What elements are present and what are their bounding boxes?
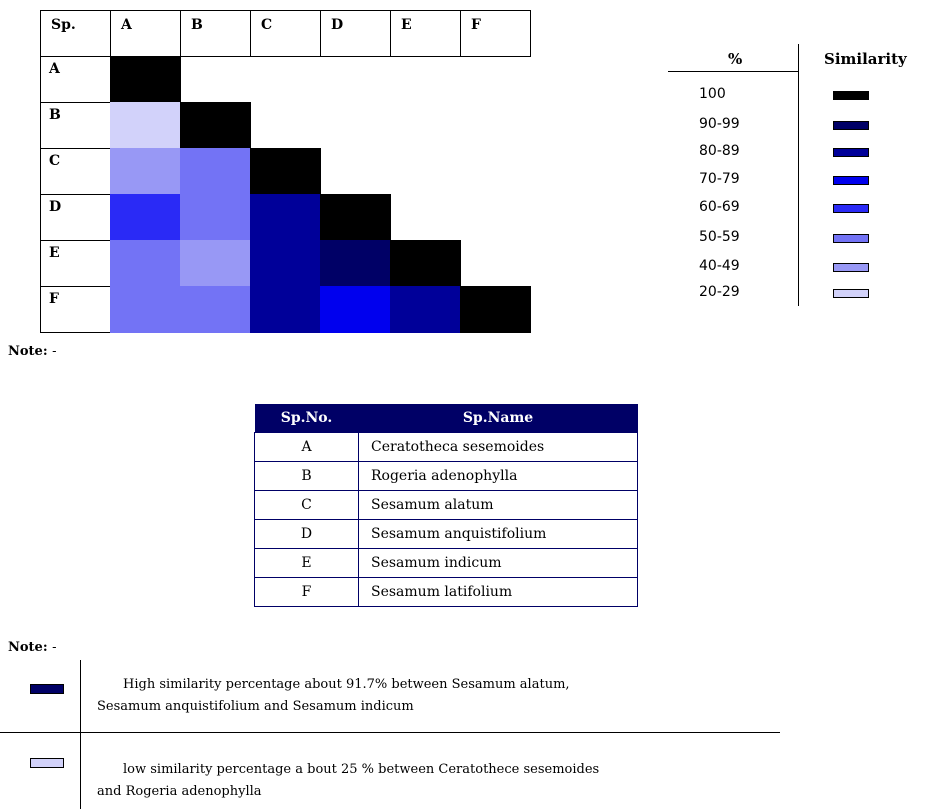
heatmap-cell-d-a — [110, 194, 181, 241]
note-label-2-dash: - — [52, 640, 57, 655]
heatmap-cell-f-c — [250, 286, 321, 333]
column-header-d: D — [320, 10, 391, 57]
legend-swatch — [833, 176, 869, 185]
column-header-c: C — [250, 10, 321, 57]
legend-divider — [798, 44, 799, 306]
legend-range-label: 90-99 — [699, 116, 740, 132]
legend-range-label: 20-29 — [699, 284, 740, 300]
heatmap-cell-f-e — [390, 286, 461, 333]
row-header-e: E — [40, 240, 111, 287]
species-code: E — [254, 548, 359, 578]
table-row: B Rogeria adenophylla — [254, 461, 638, 491]
legend-range-label: 40-49 — [699, 258, 740, 274]
legend-range-label: 50-59 — [699, 229, 740, 245]
low-similarity-line1: low similarity percentage a bout 25 % be… — [123, 762, 600, 777]
row-header-d: D — [40, 194, 111, 241]
low-similarity-line2: and Rogeria adenophylla — [97, 784, 262, 799]
heatmap-cell-e-d — [320, 240, 391, 287]
heatmap-cell-e-a — [110, 240, 181, 287]
species-code: F — [254, 577, 359, 607]
column-header-a: A — [110, 10, 181, 57]
heatmap-cell-d-c — [250, 194, 321, 241]
heatmap-cell-e-c — [250, 240, 321, 287]
note-label-2-text: Note: — [8, 640, 48, 655]
row-header-f: F — [40, 286, 111, 333]
species-code: A — [254, 432, 359, 462]
species-header-name: Sp.Name — [358, 404, 638, 433]
heatmap-cell-a-a — [110, 56, 181, 103]
heatmap-cell-e-e — [390, 240, 461, 287]
species-name: Sesamum indicum — [358, 548, 638, 578]
legend-swatch — [833, 263, 869, 272]
column-header-b: B — [180, 10, 251, 57]
heatmap-cell-f-b — [180, 286, 251, 333]
legend-range-label: 80-89 — [699, 143, 740, 159]
column-header-f: F — [460, 10, 531, 57]
species-code: D — [254, 519, 359, 549]
high-similarity-swatch — [30, 684, 64, 694]
column-header-e: E — [390, 10, 461, 57]
high-similarity-line1: High similarity percentage about 91.7% b… — [123, 677, 570, 692]
table-row: D Sesamum anquistifolium — [254, 519, 638, 549]
note-label-1-text: Note: — [8, 344, 48, 359]
legend-range-label: 60-69 — [699, 199, 740, 215]
species-table: Sp.No. Sp.Name A Ceratotheca sesemoides B… — [254, 404, 638, 607]
legend-header-similarity: Similarity — [824, 50, 907, 68]
similarity-matrix: Sp. A B C D E F A B C D E F — [40, 10, 533, 333]
table-row: A Ceratotheca sesemoides — [254, 432, 638, 462]
species-name: Sesamum anquistifolium — [358, 519, 638, 549]
heatmap-cell-c-c — [250, 148, 321, 195]
low-similarity-swatch — [30, 758, 64, 768]
heatmap-cell-c-b — [180, 148, 251, 195]
row-header-a: A — [40, 56, 111, 103]
matrix-corner-label: Sp. — [40, 10, 111, 57]
table-row: F Sesamum latifolium — [254, 577, 638, 607]
row-header-b: B — [40, 102, 111, 149]
species-table-header: Sp.No. Sp.Name — [254, 404, 638, 433]
note-label-1: Note: - — [8, 344, 57, 359]
note-table-divider — [80, 660, 81, 809]
species-name: Sesamum latifolium — [358, 577, 638, 607]
table-row: C Sesamum alatum — [254, 490, 638, 520]
heatmap-cell-e-b — [180, 240, 251, 287]
row-header-c: C — [40, 148, 111, 195]
high-similarity-line2: Sesamum anquistifolium and Sesamum indic… — [97, 699, 414, 714]
legend-swatch — [833, 91, 869, 100]
note-label-2: Note: - — [8, 640, 57, 655]
heatmap-cell-f-d — [320, 286, 391, 333]
note-table-rule — [0, 732, 780, 733]
legend-range-label: 70-79 — [699, 171, 740, 187]
species-name: Rogeria adenophylla — [358, 461, 638, 491]
heatmap-cell-d-b — [180, 194, 251, 241]
species-header-code: Sp.No. — [254, 404, 359, 433]
low-similarity-note: low similarity percentage a bout 25 % be… — [97, 759, 599, 803]
species-name: Ceratotheca sesemoides — [358, 432, 638, 462]
legend-header-percent: % — [728, 50, 743, 68]
heatmap-cell-f-a — [110, 286, 181, 333]
legend-underline — [668, 71, 798, 72]
similarity-legend: % Similarity 100 90-99 80-89 70-79 60-69 50-5… — [668, 44, 939, 306]
heatmap-cell-f-f — [460, 286, 531, 333]
species-name: Sesamum alatum — [358, 490, 638, 520]
legend-swatch — [833, 148, 869, 157]
legend-swatch — [833, 121, 869, 130]
legend-swatch — [833, 204, 869, 213]
table-row: E Sesamum indicum — [254, 548, 638, 578]
legend-swatch — [833, 234, 869, 243]
heatmap-cell-b-b — [180, 102, 251, 149]
legend-range-label: 100 — [699, 86, 726, 102]
heatmap-cell-b-a — [110, 102, 181, 149]
heatmap-cell-c-a — [110, 148, 181, 195]
high-similarity-note: High similarity percentage about 91.7% b… — [97, 674, 570, 718]
note-label-1-dash: - — [52, 344, 57, 359]
species-code: C — [254, 490, 359, 520]
legend-swatch — [833, 289, 869, 298]
species-code: B — [254, 461, 359, 491]
heatmap-cell-d-d — [320, 194, 391, 241]
